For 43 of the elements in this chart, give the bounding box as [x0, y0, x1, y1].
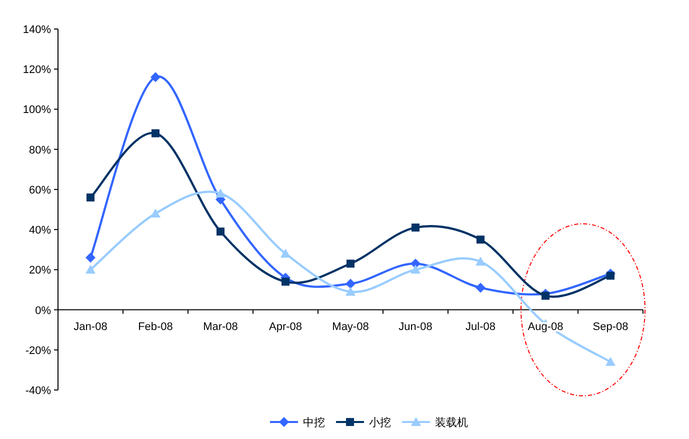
x-tick-label: Sep-08 — [592, 320, 628, 333]
x-tick-label: Apr-08 — [268, 320, 302, 333]
y-tick-label: 20% — [28, 264, 52, 277]
point — [150, 72, 160, 82]
point — [86, 252, 96, 263]
point — [216, 188, 226, 198]
y-tick-label: 60% — [28, 184, 52, 196]
x-tick-label: Jun-08 — [398, 320, 432, 333]
point — [412, 224, 420, 232]
y-tick-label: 140% — [22, 24, 52, 36]
x-tick-label: Mar-08 — [203, 320, 238, 333]
point — [86, 193, 94, 202]
y-tick-label: 100% — [22, 104, 52, 116]
x-tick-label: Feb-08 — [138, 320, 173, 333]
point — [346, 260, 354, 268]
legend-label: 中挖 — [303, 416, 325, 429]
y-tick-label: 0% — [35, 304, 52, 317]
point — [606, 272, 614, 280]
legend-label: 小挖 — [369, 416, 391, 429]
y-tick-label: 80% — [28, 144, 52, 156]
point — [280, 248, 290, 258]
y-tick-label: -20% — [25, 344, 52, 357]
x-tick-label: Aug-08 — [528, 320, 564, 333]
point — [410, 264, 420, 274]
point — [150, 208, 160, 218]
x-tick-label: Jan-08 — [74, 320, 108, 333]
point — [476, 282, 486, 293]
point — [542, 292, 550, 300]
point — [216, 228, 224, 236]
point — [476, 236, 484, 244]
point — [346, 286, 356, 296]
point — [346, 278, 356, 289]
point — [282, 278, 290, 286]
point — [86, 264, 96, 274]
x-tick-label: Jul-08 — [466, 320, 496, 333]
legend-label: 装载机 — [435, 416, 468, 429]
point — [476, 256, 486, 266]
point — [152, 129, 160, 138]
y-tick-label: -40% — [25, 385, 52, 397]
point — [606, 356, 616, 366]
y-tick-label: 40% — [28, 224, 52, 237]
x-tick-label: May-08 — [332, 320, 369, 333]
y-tick-label: 120% — [22, 64, 52, 76]
